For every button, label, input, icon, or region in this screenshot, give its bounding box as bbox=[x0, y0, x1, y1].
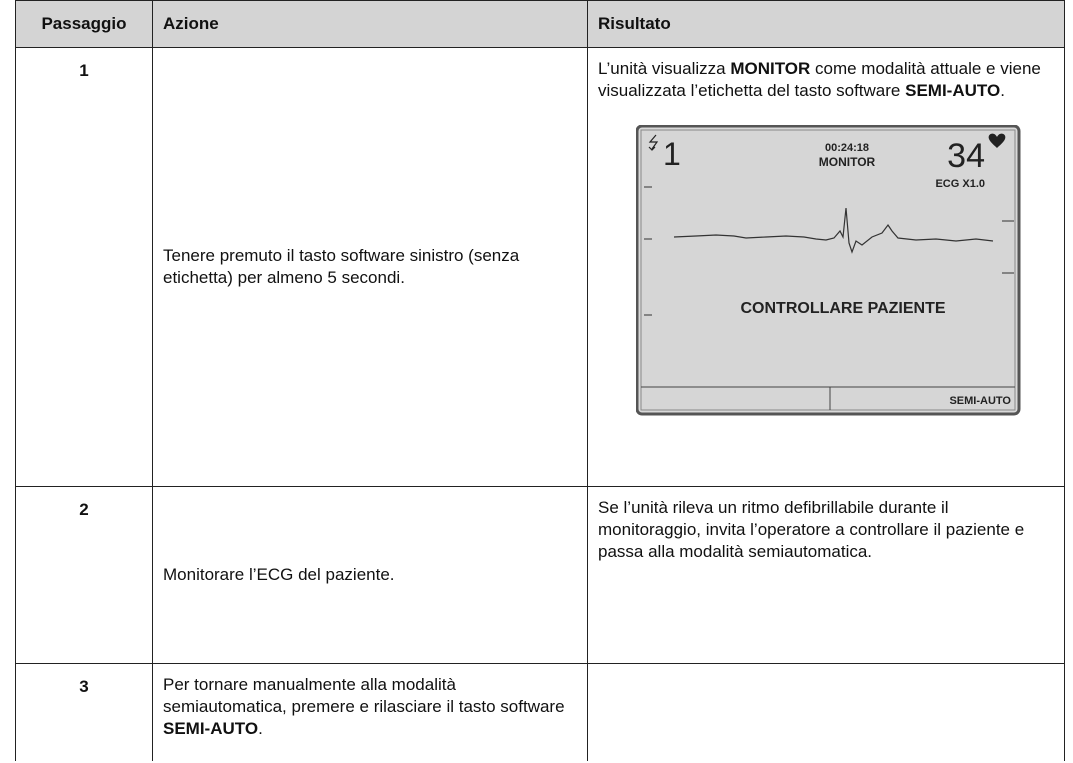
result-cell bbox=[587, 663, 1065, 761]
bold-text: MONITOR bbox=[730, 59, 811, 78]
header-cell: Risultato bbox=[587, 0, 1065, 48]
energy: 1 bbox=[663, 136, 681, 172]
mode: MONITOR bbox=[819, 155, 876, 169]
message: CONTROLLARE PAZIENTE bbox=[740, 300, 945, 317]
scale-ticks bbox=[644, 186, 1014, 316]
steps-table: Passaggio Azione Risultato 1 Tenere premuto… bbox=[15, 0, 1065, 761]
ecg-gain: ECG X1.0 bbox=[935, 178, 985, 190]
table-row: 2 Monitorare l’ECG del paziente. Se l’unit… bbox=[15, 486, 1065, 664]
heart-rate: 34 bbox=[947, 137, 985, 175]
softkey-label: SEMI-AUTO bbox=[949, 395, 1011, 407]
header-cell: Azione bbox=[152, 0, 588, 48]
text: . bbox=[1000, 81, 1005, 100]
result-cell: Se l’unità rileva un ritmo defibrillabil… bbox=[587, 486, 1065, 664]
action-cell: Tenere premuto il tasto software sinistr… bbox=[152, 47, 588, 487]
header-cell: Passaggio bbox=[15, 0, 153, 48]
action-cell: Per tornare manualmente alla modalità se… bbox=[152, 663, 588, 761]
table-body: 1 Tenere premuto il tasto software sinist… bbox=[15, 47, 1065, 761]
step-cell: 2 bbox=[15, 486, 153, 664]
screen-inner bbox=[640, 129, 1016, 411]
step-cell: 1 bbox=[15, 47, 153, 487]
text: Per tornare manualmente alla modalità se… bbox=[163, 675, 565, 716]
action-cell: Monitorare l’ECG del paziente. bbox=[152, 486, 588, 664]
table-row: 1 Tenere premuto il tasto software sinist… bbox=[15, 47, 1065, 487]
text: Se l’unità rileva un ritmo defibrillabil… bbox=[598, 498, 1025, 561]
ecg-trace bbox=[673, 207, 994, 254]
text: . bbox=[258, 719, 263, 738]
shock-icon bbox=[648, 134, 659, 151]
step-cell: 3 bbox=[15, 663, 153, 761]
time: 00:24:18 bbox=[825, 142, 869, 154]
bold-text: SEMI-AUTO bbox=[905, 81, 1001, 100]
header-row: Passaggio Azione Risultato bbox=[15, 0, 1065, 48]
text: come modalità attuale e viene visualizza… bbox=[598, 59, 1041, 100]
text: L’unità visualizza bbox=[598, 59, 731, 78]
result-cell: L’unità visualizza MONITOR come modalità… bbox=[587, 47, 1065, 487]
text: Monitorare l’ECG del paziente. bbox=[163, 565, 395, 584]
text: Tenere premuto il tasto software sinistr… bbox=[163, 246, 520, 287]
heart-icon bbox=[988, 133, 1006, 148]
table-row: 3 Per tornare manualmente alla modalità s… bbox=[15, 663, 1065, 761]
bold-text: SEMI-AUTO bbox=[163, 719, 259, 738]
